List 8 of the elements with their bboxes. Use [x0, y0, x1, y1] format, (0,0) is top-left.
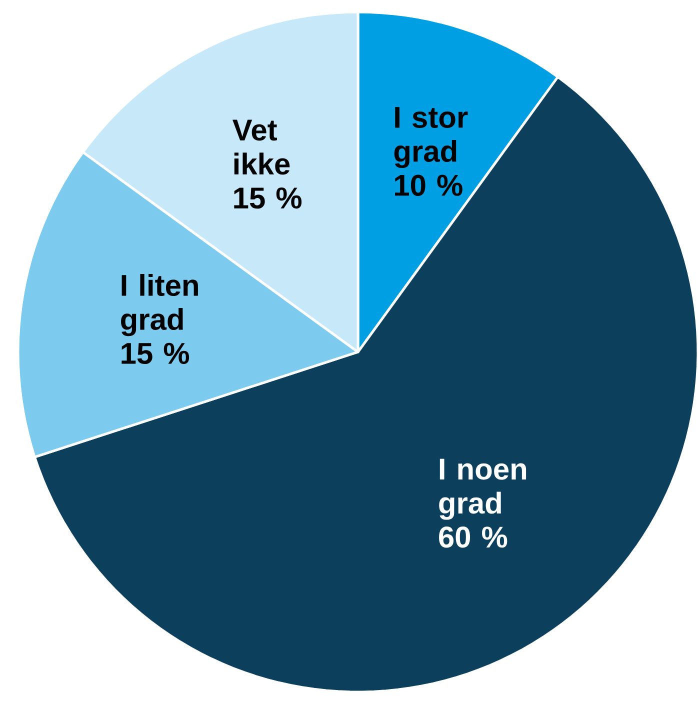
- data-label: 15 %: [234, 187, 302, 209]
- data-label: 15 %: [122, 342, 190, 364]
- data-label: 60 %: [439, 526, 508, 548]
- slice-label: I liten grad: [121, 274, 198, 336]
- slice-label: I stor grad: [394, 107, 468, 168]
- slice-label: Vet ikke: [232, 120, 290, 175]
- data-label: 10 %: [395, 174, 462, 196]
- slice-label: I noen grad: [439, 458, 526, 520]
